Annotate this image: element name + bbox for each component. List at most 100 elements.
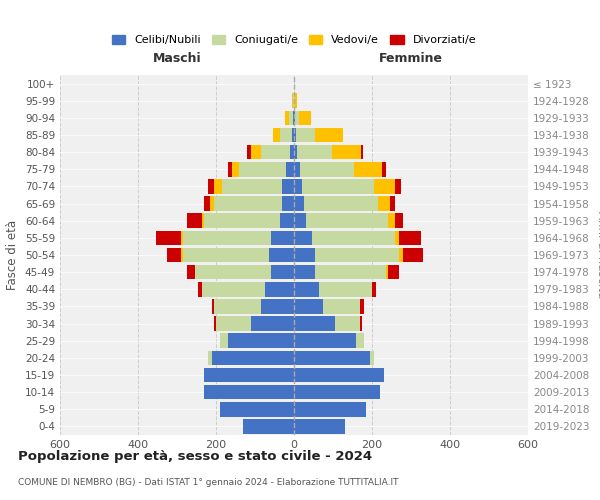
Bar <box>323 299 360 314</box>
Bar <box>283 196 294 211</box>
Bar <box>304 196 378 211</box>
Bar <box>280 128 292 142</box>
Bar <box>299 110 311 125</box>
Bar <box>208 179 214 194</box>
Bar <box>403 248 422 262</box>
Bar <box>292 128 294 142</box>
Bar <box>400 230 421 245</box>
Bar <box>228 162 232 176</box>
Bar <box>294 299 323 314</box>
Bar <box>294 230 311 245</box>
Bar <box>232 162 239 176</box>
Bar <box>388 214 395 228</box>
Bar <box>355 162 382 176</box>
Bar <box>228 334 294 348</box>
Bar <box>300 162 355 176</box>
Bar <box>294 145 297 160</box>
Bar <box>335 316 360 331</box>
Bar <box>220 402 294 416</box>
Bar <box>395 230 400 245</box>
Bar <box>199 282 202 296</box>
Bar <box>269 248 294 262</box>
Bar <box>294 419 344 434</box>
Bar <box>181 248 183 262</box>
Legend: Celibi/Nubili, Coniugati/e, Vedovi/e, Divorziati/e: Celibi/Nubili, Coniugati/e, Vedovi/e, Di… <box>107 30 481 50</box>
Bar <box>155 230 181 245</box>
Bar <box>292 94 293 108</box>
Bar <box>181 230 183 245</box>
Bar <box>294 368 384 382</box>
Bar <box>261 145 290 160</box>
Bar <box>187 265 194 280</box>
Bar <box>286 110 289 125</box>
Bar <box>294 110 295 125</box>
Bar <box>293 110 294 125</box>
Bar <box>272 128 280 142</box>
Bar <box>212 299 214 314</box>
Bar <box>384 368 385 382</box>
Bar <box>388 265 400 280</box>
Bar <box>204 385 294 400</box>
Bar <box>386 265 388 280</box>
Bar <box>204 196 210 211</box>
Bar <box>210 196 214 211</box>
Bar <box>280 214 294 228</box>
Bar <box>294 179 302 194</box>
Bar <box>251 316 294 331</box>
Bar <box>294 282 319 296</box>
Bar <box>294 128 296 142</box>
Bar <box>302 179 374 194</box>
Bar <box>251 145 261 160</box>
Bar <box>208 350 212 365</box>
Bar <box>332 145 361 160</box>
Bar <box>271 265 294 280</box>
Bar <box>295 110 299 125</box>
Bar <box>290 145 294 160</box>
Bar <box>382 162 386 176</box>
Bar <box>294 350 370 365</box>
Bar <box>289 110 293 125</box>
Bar <box>297 145 332 160</box>
Y-axis label: Anni di nascita: Anni di nascita <box>595 212 600 298</box>
Bar <box>316 128 343 142</box>
Bar <box>261 299 294 314</box>
Bar <box>216 316 251 331</box>
Bar <box>167 248 181 262</box>
Bar <box>247 145 251 160</box>
Bar <box>311 230 395 245</box>
Bar <box>389 196 395 211</box>
Bar <box>244 419 294 434</box>
Y-axis label: Fasce di età: Fasce di età <box>7 220 19 290</box>
Bar <box>220 334 228 348</box>
Bar <box>296 128 316 142</box>
Bar <box>214 316 216 331</box>
Bar <box>356 334 364 348</box>
Bar <box>212 350 294 365</box>
Bar <box>183 230 271 245</box>
Text: Maschi: Maschi <box>152 52 202 64</box>
Bar <box>187 214 202 228</box>
Bar <box>400 248 403 262</box>
Bar <box>294 334 356 348</box>
Bar <box>183 248 269 262</box>
Bar <box>265 282 294 296</box>
Bar <box>204 214 280 228</box>
Bar <box>395 179 401 194</box>
Bar <box>361 145 364 160</box>
Text: Popolazione per età, sesso e stato civile - 2024: Popolazione per età, sesso e stato civil… <box>18 450 372 463</box>
Bar <box>214 196 283 211</box>
Bar <box>283 179 294 194</box>
Bar <box>294 162 300 176</box>
Bar <box>202 282 265 296</box>
Bar <box>294 265 316 280</box>
Bar <box>372 282 376 296</box>
Bar <box>360 299 364 314</box>
Bar <box>374 179 395 194</box>
Text: Femmine: Femmine <box>379 52 443 64</box>
Bar <box>319 282 372 296</box>
Bar <box>202 214 204 228</box>
Bar <box>295 94 297 108</box>
Bar <box>294 316 335 331</box>
Bar <box>271 230 294 245</box>
Bar <box>378 196 389 211</box>
